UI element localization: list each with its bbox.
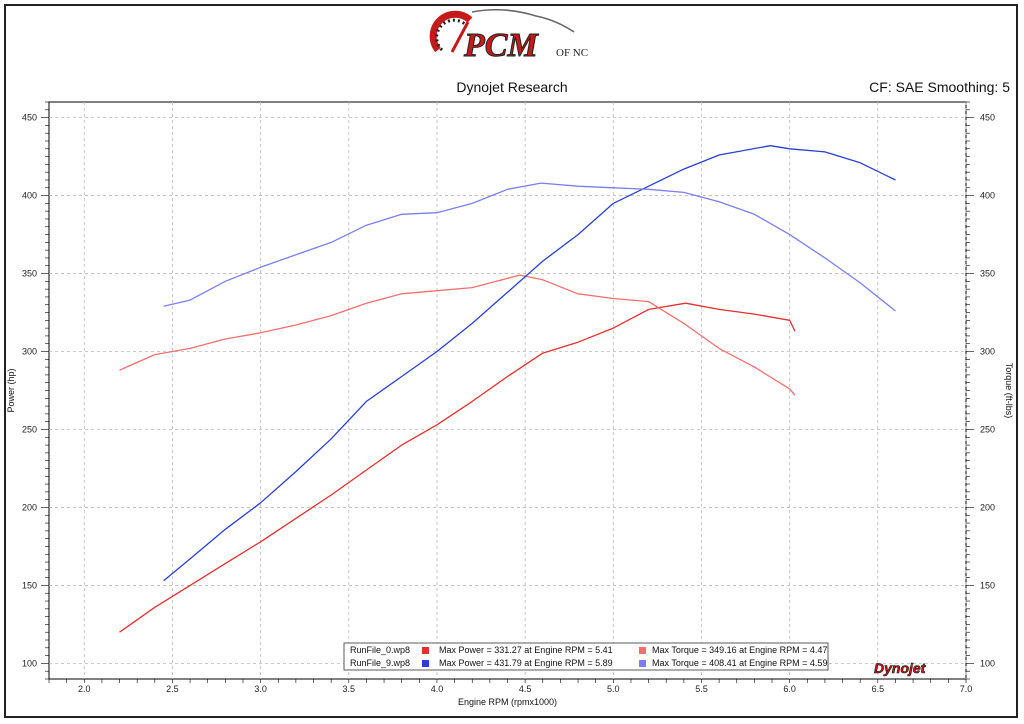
- plot-area: [48, 101, 967, 680]
- x-tick-label: 2.0: [78, 684, 91, 694]
- y-tick-label: 350: [22, 269, 37, 279]
- y2-tick-label: 350: [980, 269, 995, 279]
- series-line-power-2: [163, 145, 896, 582]
- y-tick-label: 400: [22, 191, 37, 201]
- y2-tick-label: 450: [980, 113, 995, 123]
- correction-factor-label: CF: SAE Smoothing: 5: [869, 79, 1010, 95]
- x-tick-label: 6.5: [872, 684, 885, 694]
- y2-tick-label: 100: [980, 658, 995, 668]
- y-tick-label: 100: [22, 658, 37, 668]
- axis-ticks: 2.0 2.5 3.0 3.5 4.0 4.5 5.0 5.5 6.0 6.5 7.0 100 100 1…: [22, 101, 995, 694]
- dynojet-mark-text: Dynojet: [874, 660, 927, 676]
- x-tick-label: 4.5: [519, 684, 532, 694]
- y2-tick-label: 250: [980, 424, 995, 434]
- x-tick-label: 4.0: [431, 684, 444, 694]
- logo-sub: OF NC: [556, 47, 588, 59]
- y-tick-label: 200: [22, 502, 37, 512]
- legend: RunFile_0.wp8 Max Power = 331.27 at Engi…: [343, 642, 829, 671]
- legend-torque-9: Max Torque = 408.41 at Engine RPM = 4.59: [652, 658, 827, 668]
- logo-text: PCM: [463, 27, 539, 64]
- y2-tick-label: 300: [980, 347, 995, 357]
- x-axis-label: Engine RPM (rpmx1000): [458, 697, 557, 707]
- legend-torque-0: Max Torque = 349.16 at Engine RPM = 4.47: [652, 645, 827, 655]
- series-line-torque-3: [163, 182, 896, 312]
- legend-file-9: RunFile_9.wp8: [350, 658, 410, 668]
- y2-axis-label: Torque (ft-lbs): [1004, 363, 1014, 419]
- y2-tick-label: 400: [980, 191, 995, 201]
- x-tick-label: 3.5: [343, 684, 356, 694]
- legend-swatch-9-power: [422, 660, 429, 667]
- legend-swatch-0-torque: [639, 647, 646, 654]
- y2-tick-label: 150: [980, 580, 995, 590]
- legend-power-0: Max Power = 331.27 at Engine RPM = 5.41: [439, 645, 613, 655]
- x-tick-label: 3.0: [254, 684, 267, 694]
- legend-power-9: Max Power = 431.79 at Engine RPM = 5.89: [439, 658, 613, 668]
- chart-title: Dynojet Research: [456, 79, 568, 95]
- series-line-torque-1: [119, 274, 796, 396]
- x-tick-label: 5.0: [607, 684, 620, 694]
- series-lines: [119, 145, 896, 633]
- y-tick-label: 450: [22, 113, 37, 123]
- dynojet-brand-mark: Dynojet: [874, 660, 927, 677]
- pcm-logo: PCM OF NC: [429, 8, 588, 65]
- y2-tick-label: 200: [980, 502, 995, 512]
- y-tick-label: 150: [22, 580, 37, 590]
- x-tick-label: 7.0: [960, 684, 973, 694]
- y-tick-label: 250: [22, 424, 37, 434]
- series-line-power-0: [119, 302, 796, 633]
- x-tick-label: 6.0: [783, 684, 796, 694]
- y-tick-label: 300: [22, 347, 37, 357]
- legend-file-0: RunFile_0.wp8: [350, 645, 410, 655]
- legend-swatch-0-power: [422, 647, 429, 654]
- legend-swatch-9-torque: [639, 660, 646, 667]
- x-tick-label: 2.5: [166, 684, 179, 694]
- y-axis-label: Power (hp): [6, 368, 16, 412]
- x-tick-label: 5.5: [695, 684, 708, 694]
